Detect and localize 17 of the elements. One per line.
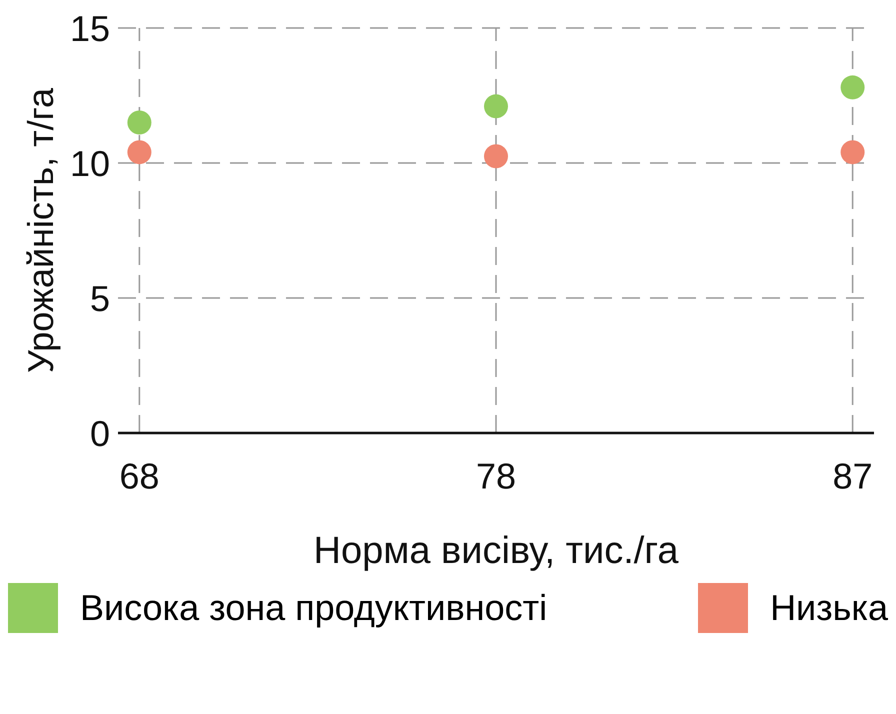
- point: [840, 75, 865, 100]
- y-tick-label: 10: [70, 142, 110, 184]
- y-tick-label: 15: [70, 8, 110, 49]
- point: [484, 144, 508, 168]
- y-tick-label: 5: [90, 278, 110, 319]
- point: [484, 94, 508, 118]
- point: [127, 140, 152, 164]
- y-tick-label: 0: [90, 412, 110, 454]
- y-axis-title: Урожайність, т/га: [20, 86, 61, 374]
- point: [840, 140, 865, 164]
- x-axis-title: Норма висіву, тис./га: [314, 530, 680, 572]
- x-tick-label: 78: [476, 456, 516, 497]
- legend-label: Низька: [770, 587, 888, 629]
- x-tick-label: 68: [119, 456, 160, 497]
- x-tick-label: 87: [832, 456, 873, 497]
- point: [127, 110, 152, 134]
- legend-label: Висока зона продуктивності: [80, 587, 548, 629]
